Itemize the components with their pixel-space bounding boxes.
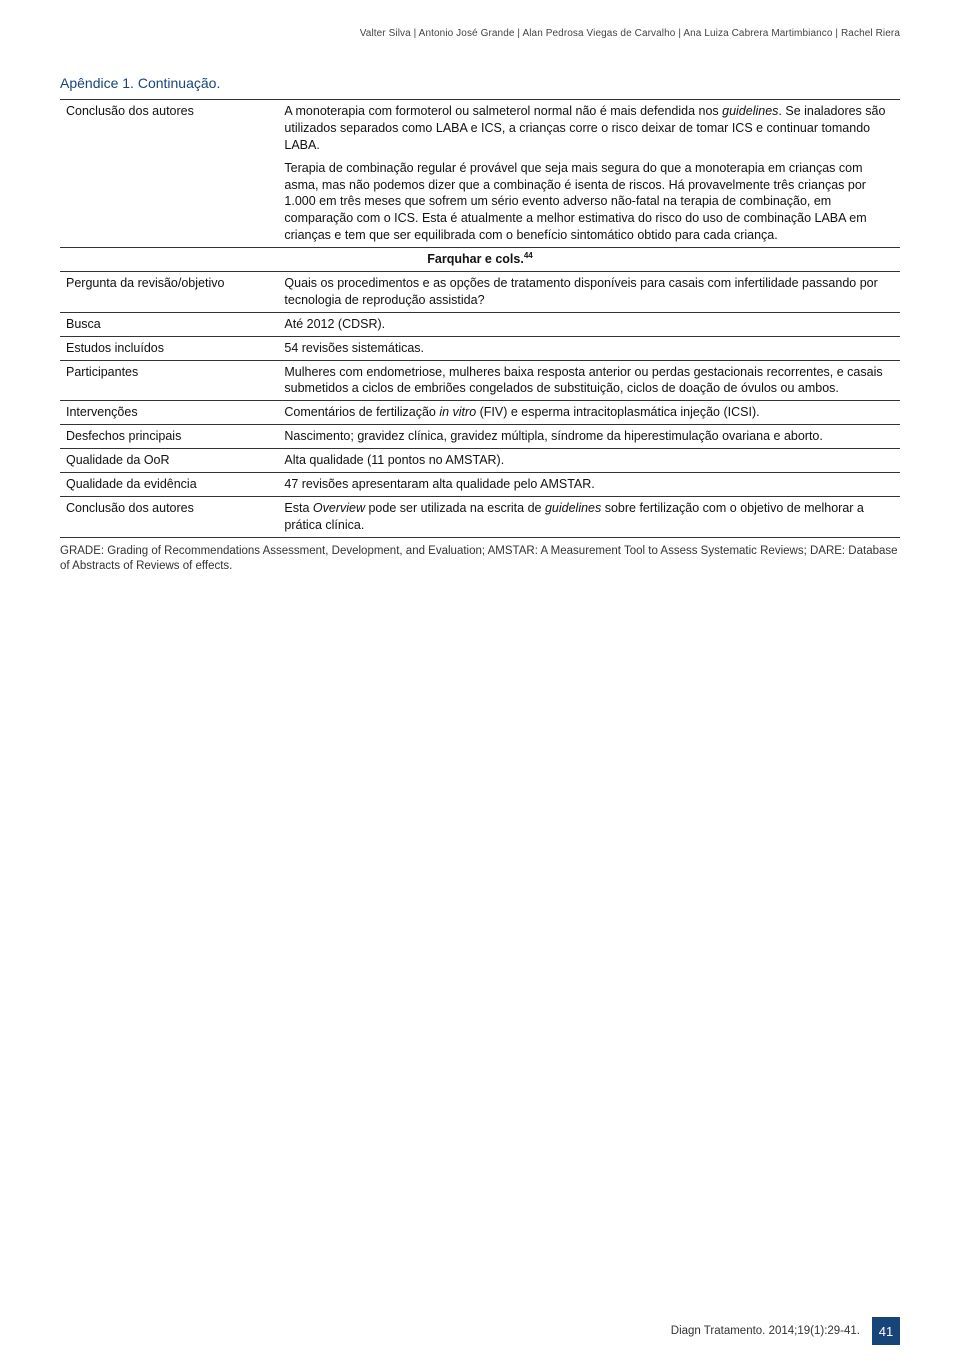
table-row: ParticipantesMulheres com endometriose, … [60, 360, 900, 401]
journal-citation: Diagn Tratamento. 2014;19(1):29-41. [671, 1325, 860, 1337]
row-value: Quais os procedimentos e as opções de tr… [278, 272, 900, 313]
row-label: Qualidade da evidência [60, 472, 278, 496]
row-value: Comentários de fertilização in vitro (FI… [278, 401, 900, 425]
page-footer: Diagn Tratamento. 2014;19(1):29-41. 41 [671, 1317, 900, 1345]
table-subheading: Farquhar e cols.44 [60, 248, 900, 272]
row-label: Participantes [60, 360, 278, 401]
appendix-title: Apêndice 1. Continuação. [60, 75, 900, 91]
row-label: Pergunta da revisão/objetivo [60, 272, 278, 313]
table-row: BuscaAté 2012 (CDSR). [60, 312, 900, 336]
row-value: Mulheres com endometriose, mulheres baix… [278, 360, 900, 401]
table-row: Conclusão dos autoresA monoterapia com f… [60, 100, 900, 248]
appendix-table: Conclusão dos autoresA monoterapia com f… [60, 99, 900, 538]
table-row: IntervençõesComentários de fertilização … [60, 401, 900, 425]
row-value: Alta qualidade (11 pontos no AMSTAR). [278, 449, 900, 473]
row-value: A monoterapia com formoterol ou salmeter… [278, 100, 900, 248]
table-row: Qualidade da evidência47 revisões aprese… [60, 472, 900, 496]
table-row: Estudos incluídos54 revisões sistemática… [60, 336, 900, 360]
row-label: Desfechos principais [60, 425, 278, 449]
table-row: Desfechos principaisNascimento; gravidez… [60, 425, 900, 449]
row-label: Estudos incluídos [60, 336, 278, 360]
table-row: Pergunta da revisão/objetivoQuais os pro… [60, 272, 900, 313]
page-number: 41 [872, 1317, 900, 1345]
running-head: Valter Silva | Antonio José Grande | Ala… [60, 28, 900, 39]
row-value: Esta Overview pode ser utilizada na escr… [278, 496, 900, 537]
table-row: Farquhar e cols.44 [60, 248, 900, 272]
row-label: Busca [60, 312, 278, 336]
table-row: Conclusão dos autoresEsta Overview pode … [60, 496, 900, 537]
row-label: Qualidade da OoR [60, 449, 278, 473]
row-value: Nascimento; gravidez clínica, gravidez m… [278, 425, 900, 449]
row-label: Conclusão dos autores [60, 100, 278, 248]
table-footnote: GRADE: Grading of Recommendations Assess… [60, 544, 900, 575]
row-value: 47 revisões apresentaram alta qualidade … [278, 472, 900, 496]
row-value: Até 2012 (CDSR). [278, 312, 900, 336]
row-label: Intervenções [60, 401, 278, 425]
table-row: Qualidade da OoRAlta qualidade (11 ponto… [60, 449, 900, 473]
row-value: 54 revisões sistemáticas. [278, 336, 900, 360]
row-label: Conclusão dos autores [60, 496, 278, 537]
